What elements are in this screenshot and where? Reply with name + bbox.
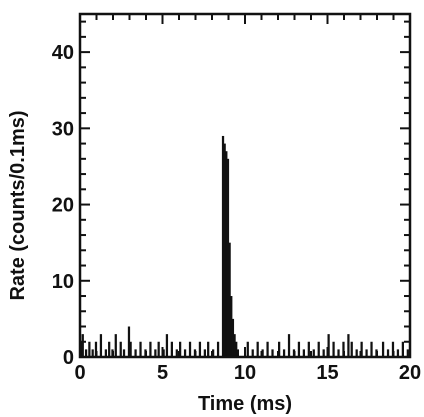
- histogram-bar: [188, 341, 192, 357]
- histogram-bar: [221, 135, 225, 357]
- histogram-bar: [231, 318, 235, 357]
- histogram-bar: [154, 349, 157, 357]
- histogram-bar: [99, 334, 103, 357]
- x-axis-title: Time (ms): [198, 393, 292, 415]
- histogram-bar: [312, 349, 315, 357]
- x-tick-label: 10: [234, 362, 256, 384]
- histogram-bar: [261, 349, 264, 357]
- histogram-bars: [80, 135, 409, 357]
- axis-ticks: [79, 14, 411, 358]
- histogram-bar: [256, 341, 259, 357]
- histogram-bar: [207, 341, 210, 357]
- histogram-bar: [198, 341, 202, 357]
- histogram-bar: [271, 349, 274, 357]
- histogram-bar: [139, 341, 142, 357]
- x-tick-label: 15: [316, 362, 338, 384]
- histogram-bar: [236, 349, 239, 357]
- histogram-bar: [88, 341, 91, 357]
- x-tick-label: 20: [399, 362, 421, 384]
- y-tick-label: 10: [52, 271, 74, 293]
- histogram-bar: [233, 334, 236, 357]
- plot-frame: [78, 12, 412, 359]
- histogram-bar: [297, 341, 301, 357]
- histogram-bar: [223, 143, 226, 357]
- histogram-bar: [165, 334, 169, 357]
- histogram-bar: [228, 242, 231, 357]
- histogram-bar: [327, 334, 330, 357]
- histogram-bar: [114, 334, 117, 357]
- histogram-bar: [332, 341, 335, 357]
- histogram-bar: [360, 341, 363, 357]
- histogram-bar: [212, 349, 215, 357]
- y-tick-labels: 0 10 20 30 40: [52, 42, 74, 369]
- histogram-bar: [129, 341, 132, 357]
- histogram-bar: [203, 349, 206, 357]
- histogram-bar: [355, 349, 358, 357]
- histogram-bar: [365, 349, 368, 357]
- histogram-bar: [235, 341, 238, 357]
- x-tick-labels: 0 5 10 15 20: [74, 362, 421, 384]
- histogram-bar: [302, 349, 305, 357]
- histogram-bar: [396, 349, 400, 357]
- histogram-bar: [370, 341, 373, 357]
- histogram-bar: [386, 349, 390, 357]
- histogram-bar: [406, 349, 409, 357]
- histogram-bar: [84, 349, 88, 357]
- x-tick-label: 5: [157, 362, 168, 384]
- y-tick-label: 0: [63, 347, 74, 369]
- histogram-bar: [317, 341, 320, 357]
- histogram-bar: [108, 341, 111, 357]
- histogram-bar: [94, 341, 98, 357]
- histogram-bar: [287, 334, 291, 357]
- histogram-bar: [230, 296, 233, 357]
- histogram-bar: [149, 341, 152, 357]
- histogram-bar: [350, 341, 353, 357]
- histogram-bar: [342, 341, 345, 357]
- histogram-bar: [104, 349, 107, 357]
- histogram-bar: [157, 341, 160, 357]
- histogram-bar: [307, 341, 310, 357]
- histogram-bar: [170, 341, 173, 357]
- x-tick-label: 0: [74, 362, 85, 384]
- histogram-bar: [183, 349, 187, 357]
- histogram-bar: [266, 341, 269, 357]
- histogram-bar: [122, 349, 126, 357]
- y-axis-title: Rate (counts/0.1ms): [7, 110, 29, 300]
- histogram-bar: [225, 151, 228, 357]
- histogram-bar: [278, 341, 281, 357]
- histogram-bar: [127, 326, 131, 357]
- histogram-bar: [81, 334, 84, 357]
- histogram-bar: [134, 349, 137, 357]
- histogram-bar: [322, 349, 325, 357]
- histogram-bar: [179, 341, 182, 357]
- histogram-bar: [251, 349, 254, 357]
- histogram-bar: [391, 341, 395, 357]
- histogram-bar: [162, 349, 165, 357]
- histogram-bar: [91, 349, 94, 357]
- y-tick-label: 40: [52, 42, 74, 64]
- y-tick-label: 30: [52, 118, 74, 140]
- histogram-bar: [119, 341, 122, 357]
- histogram-bar: [175, 349, 178, 357]
- histogram-bar: [381, 341, 385, 357]
- histogram-bar: [246, 341, 249, 357]
- histogram-bar: [282, 349, 286, 357]
- histogram-bar: [226, 158, 230, 357]
- y-tick-label: 20: [52, 195, 74, 217]
- histogram-bar: [216, 341, 220, 357]
- histogram-bar: [347, 334, 350, 357]
- histogram-bar: [401, 341, 404, 357]
- histogram-bar: [337, 349, 340, 357]
